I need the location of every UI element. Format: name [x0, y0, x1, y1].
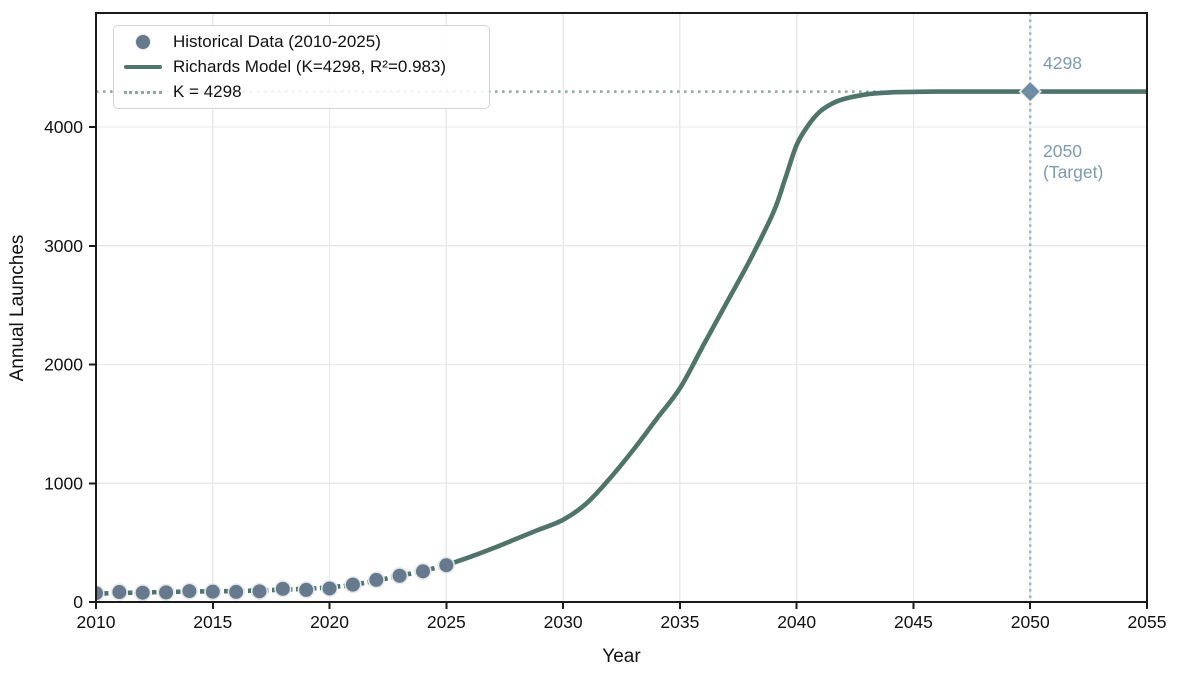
- annotation-target-year: 2050 (Target): [1043, 141, 1103, 182]
- x-tick-label: 2025: [427, 612, 466, 632]
- dotted-line-icon: [124, 90, 162, 94]
- plot-border: [95, 12, 1148, 603]
- data-point: [110, 583, 128, 601]
- legend-label-historical: Historical Data (2010-2025): [173, 31, 381, 51]
- y-tick-label: 1000: [44, 473, 83, 493]
- legend: Historical Data (2010-2025) Richards Mod…: [113, 25, 490, 109]
- data-point: [204, 583, 222, 601]
- legend-item-historical: Historical Data (2010-2025): [122, 29, 479, 54]
- data-point: [227, 583, 245, 601]
- annotation-target-year-value: 2050: [1043, 141, 1082, 161]
- data-point: [134, 584, 152, 602]
- legend-item-model: Richards Model (K=4298, R²=0.983): [122, 54, 479, 79]
- data-point: [344, 576, 362, 594]
- y-tick-label: 3000: [44, 236, 83, 256]
- data-point: [437, 556, 455, 574]
- y-tick-label: 0: [73, 592, 83, 612]
- target-diamond-marker: [1018, 79, 1042, 104]
- data-point: [297, 581, 315, 599]
- y-tick-label: 4000: [44, 117, 83, 137]
- legend-item-capacity: K = 4298: [122, 80, 479, 105]
- model-curve-forecast: [444, 89, 1147, 568]
- data-point: [274, 580, 292, 598]
- line-marker-icon: [124, 64, 162, 70]
- x-tick-label: 2035: [660, 612, 699, 632]
- data-point: [250, 582, 269, 600]
- data-point: [414, 562, 432, 580]
- x-tick-label: 2015: [193, 612, 232, 632]
- x-tick-label: 2020: [310, 612, 349, 632]
- x-tick-label: 2040: [777, 612, 816, 632]
- x-tick-label: 2055: [1128, 612, 1167, 632]
- circle-marker-icon: [135, 33, 151, 50]
- historical-points: [96, 556, 455, 602]
- x-tick-label: 2045: [894, 612, 933, 632]
- data-point: [96, 584, 105, 602]
- annotation-target-year-label: (Target): [1043, 161, 1104, 182]
- legend-label-model: Richards Model (K=4298, R²=0.983): [173, 56, 447, 76]
- annotation-capacity-value: 4298: [1043, 53, 1082, 73]
- model-curve-fitted: [96, 562, 447, 596]
- data-point: [157, 583, 175, 601]
- data-point: [367, 571, 385, 589]
- y-tick-label: 2000: [44, 355, 83, 375]
- data-point: [320, 579, 339, 598]
- y-axis-title: Annual Launches: [7, 234, 28, 382]
- x-tick-label: 2030: [544, 612, 583, 632]
- legend-label-capacity: K = 4298: [173, 82, 242, 102]
- x-tick-label: 2050: [1011, 612, 1050, 632]
- data-point: [180, 582, 199, 600]
- data-point: [391, 567, 409, 585]
- x-tick-label: 2010: [77, 612, 116, 632]
- x-axis-title: Year: [602, 646, 641, 667]
